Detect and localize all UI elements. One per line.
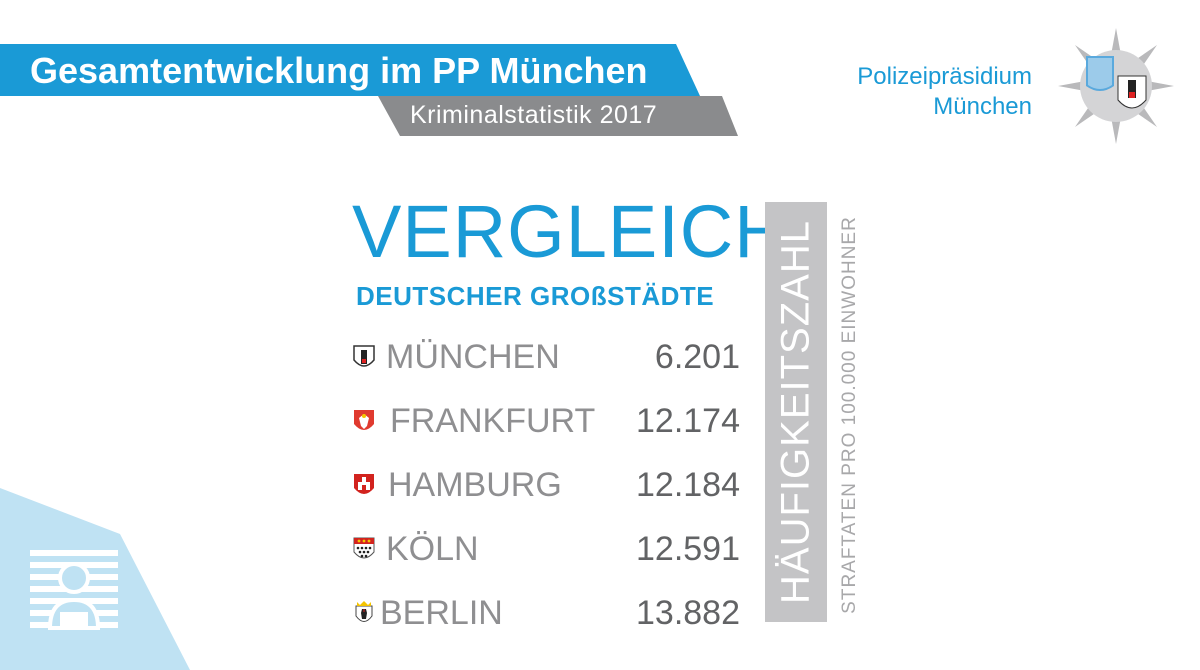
city-name: HAMBURG	[388, 466, 562, 504]
brand-line-1: Polizeipräsidium	[857, 63, 1032, 90]
berlin-coat-of-arms-icon	[355, 601, 373, 622]
city-name: BERLIN	[380, 594, 503, 632]
city-value: 6.201	[654, 338, 740, 376]
city-row-frankfurt: FRANKFURT 12.174	[352, 398, 740, 444]
city-value: 13.882	[636, 594, 740, 632]
brand-name: Polizeipräsidium München	[857, 62, 1032, 122]
brand-line-2: München	[933, 93, 1032, 120]
title-banner	[0, 44, 700, 96]
hamburg-coat-of-arms-icon	[354, 474, 374, 494]
person-illustration-icon	[0, 488, 190, 670]
city-name: FRANKFURT	[390, 402, 596, 440]
city-row-berlin: BERLIN 13.882	[352, 590, 740, 636]
headline: VERGLEICH	[352, 190, 789, 273]
police-star-icon	[1058, 28, 1174, 144]
city-value: 12.591	[636, 530, 740, 568]
city-value: 12.174	[636, 402, 740, 440]
vertical-label: HÄUFIGKEITSZAHL	[773, 220, 818, 604]
vertical-caption: STRAFTATEN PRO 100.000 EINWOHNER	[839, 216, 860, 614]
cologne-coat-of-arms-icon	[353, 537, 375, 559]
city-name: KÖLN	[386, 530, 479, 568]
frankfurt-coat-of-arms-icon	[354, 410, 374, 430]
city-name: MÜNCHEN	[386, 338, 560, 376]
vertical-label-bar	[765, 202, 827, 622]
city-row-koeln: KÖLN 12.591	[352, 526, 740, 572]
page-title: Gesamtentwicklung im PP München	[30, 50, 648, 91]
subheadline: DEUTSCHER GROßSTÄDTE	[356, 281, 715, 311]
subtitle-banner	[378, 96, 738, 136]
munich-coat-of-arms-icon	[353, 345, 375, 367]
page-subtitle: Kriminalstatistik 2017	[410, 101, 658, 129]
city-row-muenchen: MÜNCHEN 6.201	[352, 334, 740, 380]
city-row-hamburg: HAMBURG 12.184	[352, 462, 740, 508]
city-value: 12.184	[636, 466, 740, 504]
